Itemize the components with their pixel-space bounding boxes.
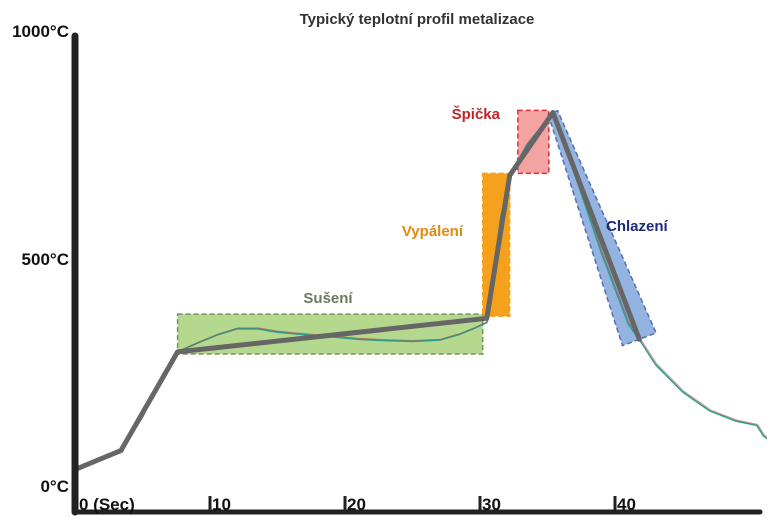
zone-label-0: Sušení (303, 290, 353, 307)
chart-title: Typický teplotní profil metalizace (300, 11, 535, 28)
zone-label-3: Chlazení (606, 218, 669, 235)
zone-labels-layer: Sušení Vypálení Špička Chlazení (303, 105, 668, 307)
series-line-1 (74, 111, 767, 473)
y-tick-label-1: 500°C (22, 250, 69, 269)
zone-label-1: Vypálení (402, 223, 464, 240)
y-tick-label-2: 1000°C (12, 22, 69, 41)
x-tick-label-0: 0 (Sec) (79, 495, 135, 514)
x-tick-label-2: 20 (347, 495, 366, 514)
series-layer (72, 110, 767, 473)
y-tick-label-0: 0°C (40, 477, 69, 496)
ticks-layer: 0°C 500°C 1000°C 0 (Sec) 10 20 30 40 (12, 22, 636, 514)
x-tick-label-4: 40 (617, 495, 636, 514)
x-tick-label-1: 10 (212, 495, 231, 514)
series-line-0 (72, 110, 642, 472)
series-line-1-shadow (75, 110, 767, 471)
zone-label-2: Špička (452, 105, 501, 123)
x-tick-label-3: 30 (482, 495, 501, 514)
